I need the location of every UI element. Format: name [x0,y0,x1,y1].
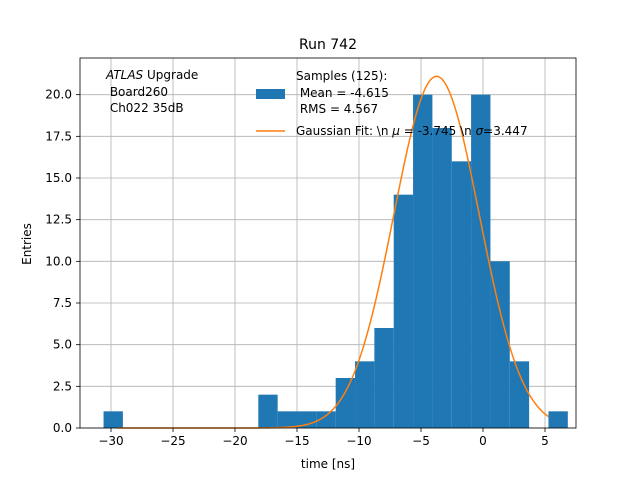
histogram-bars [103,94,568,429]
histogram-bar [258,394,278,428]
y-tick-label: 17.5 [45,129,72,143]
y-axis-label: Entries [20,223,34,265]
x-tick-label: −25 [160,434,185,448]
histogram-bar [374,328,394,428]
y-tick-label: 5.0 [53,338,72,352]
annotation-box: ATLAS Upgrade Board260 Ch022 35dB [105,68,198,115]
histogram-bar [316,411,336,428]
y-tick-label: 2.5 [53,379,72,393]
histogram-bar [509,361,530,428]
histogram-bar [413,94,433,429]
histogram-bar [335,378,356,428]
annotation-atlas: ATLAS [105,68,144,82]
y-tick-label: 12.5 [45,213,72,227]
x-tick-label: −15 [284,434,309,448]
x-tick-label: −10 [346,434,371,448]
y-tick-label: 10.0 [45,254,72,268]
legend-fit-label: Gaussian Fit: \n μ = -3.745 \n σ=3.447 [296,124,528,138]
legend-fit-mu: μ [391,124,400,138]
x-tick-label: 5 [541,434,549,448]
legend-hist-swatch [256,89,285,99]
histogram-bar [355,361,375,428]
legend-hist-line-3: RMS = 4.567 [296,102,378,116]
x-tick-label: 0 [479,434,487,448]
y-tick-label: 0.0 [53,421,72,435]
x-tick-label: −20 [222,434,247,448]
legend-fit-suffix: =3.447 [483,124,527,138]
histogram-bar [451,161,472,429]
x-tick-label: −5 [412,434,430,448]
legend: Samples (125): Mean = -4.615 RMS = 4.567… [256,69,528,138]
legend-fit-mid: = -3.745 \n [400,124,476,138]
histogram-bar [103,411,123,428]
axes-frame [79,57,577,429]
y-tick-label: 7.5 [53,296,72,310]
y-tick-label: 20.0 [45,88,72,102]
axis-ticks: −30 −25 −20 −15 −10 −5 0 5 0.0 2.5 5.0 7.5 10.0 12.5 1… [45,88,549,448]
legend-fit-sigma: σ [476,124,484,138]
histogram-bar [548,411,568,428]
annotation-line-3: Ch022 35dB [106,101,184,115]
histogram-bar [277,411,297,428]
legend-hist-line-1: Samples (125): [296,69,387,83]
annotation-upgrade: Upgrade [143,68,198,82]
annotation-line-2: Board260 [106,85,168,99]
legend-fit-prefix: Gaussian Fit: \n [296,124,392,138]
histogram-bar [490,261,510,428]
x-axis-label: time [ns] [301,457,355,471]
legend-hist-line-2: Mean = -4.615 [296,86,389,100]
histogram-bar [471,94,491,429]
histogram-bar [393,194,414,428]
x-tick-label: −30 [98,434,123,448]
y-tick-label: 15.0 [45,171,72,185]
annotation-line-1: ATLAS Upgrade [105,68,198,82]
chart-title: Run 742 [299,37,357,53]
histogram-bar [432,128,452,428]
